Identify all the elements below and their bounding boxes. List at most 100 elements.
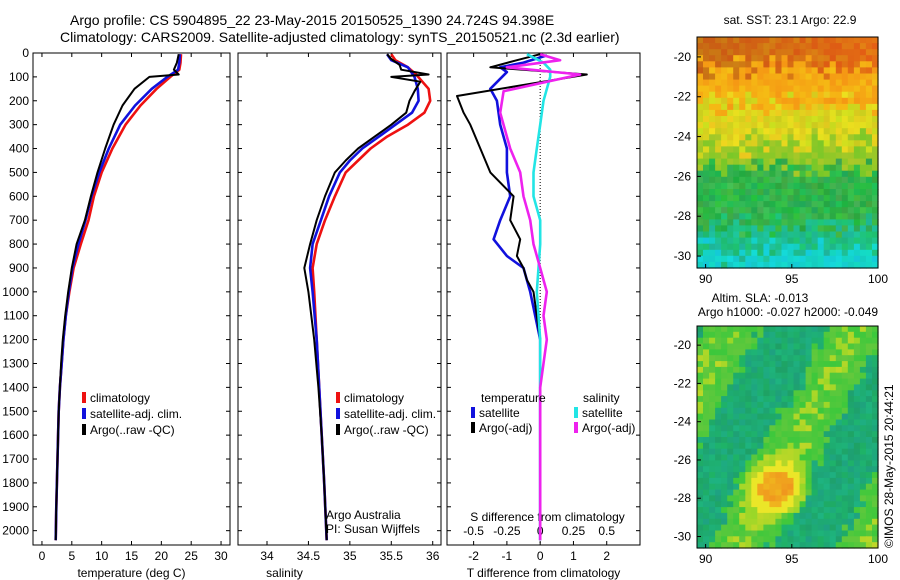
sst_map-cell (817, 103, 825, 111)
sla_map-cell (697, 530, 704, 537)
sla_map-cell (715, 472, 722, 479)
sla_map-cell (745, 454, 752, 461)
sst_map-cell (872, 158, 879, 166)
sla_map-cell (775, 390, 782, 397)
sla_map-cell (721, 437, 728, 444)
sst_map-cell (805, 67, 813, 75)
sst_map-cell (872, 43, 879, 50)
sla_map-cell (823, 361, 831, 368)
sst_map-cell (847, 134, 855, 141)
sst_map-cell (811, 189, 819, 196)
sst_map-cell (823, 109, 831, 117)
sla_map-cell (793, 378, 801, 385)
sla_map-cell (853, 512, 861, 520)
sla_map-cell (793, 495, 801, 502)
sst_map-xtick-label: 90 (699, 272, 713, 286)
sst_map-cell (865, 61, 873, 68)
sla_map-cell (793, 489, 801, 496)
sla_map-cell (799, 366, 807, 374)
sla_map-cell (829, 390, 837, 397)
sla_map-cell (781, 524, 789, 531)
sst_map-cell (703, 255, 710, 263)
sla_map-cell (775, 483, 782, 491)
sla_map-cell (805, 349, 813, 356)
depth-tick-label: 1000 (2, 285, 29, 299)
sst_map-cell (841, 128, 849, 135)
sla_map-cell (733, 524, 740, 531)
sla_map-cell (787, 425, 795, 432)
sla_map-cell (715, 489, 722, 496)
sst_map-cell (835, 122, 843, 129)
sla_map-cell (865, 542, 873, 549)
sst_map-cell (727, 213, 734, 220)
sla_map-cell (793, 349, 801, 356)
sst_map-cell (739, 73, 746, 81)
sst_map-cell (793, 189, 801, 196)
sst_map-cell (865, 176, 873, 184)
sla_map-cell (817, 331, 825, 339)
sst_map-cell (769, 55, 776, 62)
sst_map-cell (823, 134, 831, 141)
sst_map-cell (751, 176, 758, 184)
sla_map-cell (823, 483, 831, 491)
imos-timestamp-label: ©IMOS 28-May-2015 20:44:21 (882, 384, 896, 548)
sla_map-cell (853, 518, 861, 526)
sst_map-cell (793, 109, 801, 117)
sst_map-cell (817, 249, 825, 257)
depth-tick-label: 0 (22, 46, 29, 60)
sst_map-cell (751, 237, 758, 245)
sst_map-cell (829, 67, 837, 75)
sst_map-cell (811, 91, 819, 99)
sst_map-cell (745, 140, 752, 147)
sst_map-cell (859, 207, 867, 214)
sst_map-cell (811, 97, 819, 105)
sst_map-cell (799, 128, 807, 135)
sst_map-cell (763, 243, 770, 251)
sla_map-cell (811, 396, 819, 403)
sst_map-cell (805, 79, 813, 87)
sst_map-cell (733, 195, 740, 202)
sla_map-cell (805, 419, 813, 426)
sla_map-cell (799, 413, 807, 420)
sst_map-cell (745, 49, 752, 56)
sla_map-cell (697, 489, 704, 496)
sla_map-cell (865, 413, 873, 420)
sst_map-cell (847, 61, 855, 68)
sst_map-cell (751, 261, 758, 269)
sla_map-cell (841, 477, 849, 485)
sla_map-cell (829, 448, 837, 456)
sla_map-cell (757, 372, 764, 380)
sst_map-cell (757, 219, 764, 227)
sst_map-cell (751, 55, 758, 62)
sst_map-cell (805, 255, 813, 263)
sla_map-cell (697, 372, 704, 380)
sla_map-cell (823, 331, 831, 339)
sla_map-cell (865, 407, 873, 415)
sla_map-cell (769, 419, 776, 426)
sla_map-cell (775, 460, 782, 467)
sst_map-cell (727, 170, 734, 178)
sla_map-cell (799, 390, 807, 397)
sst_map-cell (811, 134, 819, 141)
sla_map-cell (721, 331, 728, 339)
sla_map-cell (853, 542, 861, 549)
sst_map-cell (799, 43, 807, 50)
sst_map-cell (763, 182, 770, 190)
sla_map-cell (859, 355, 867, 362)
sla_map-cell (727, 390, 734, 397)
sst_map-cell (697, 122, 704, 129)
sla_map-cell (811, 530, 819, 537)
sst_map-cell (721, 261, 728, 269)
sla_map-cell (763, 349, 770, 356)
sla_map-cell (781, 401, 789, 409)
sla_map-cell (733, 501, 740, 508)
sla_map-cell (769, 489, 776, 496)
sla_map-cell (703, 413, 710, 420)
sla_map-cell (859, 448, 867, 456)
sst_map-cell (787, 152, 795, 160)
sst_map-cell (865, 182, 873, 190)
sla_map-cell (872, 326, 879, 333)
sst_map-cell (823, 243, 831, 251)
sla_map-cell (823, 437, 831, 444)
sla_map-cell (757, 536, 764, 543)
